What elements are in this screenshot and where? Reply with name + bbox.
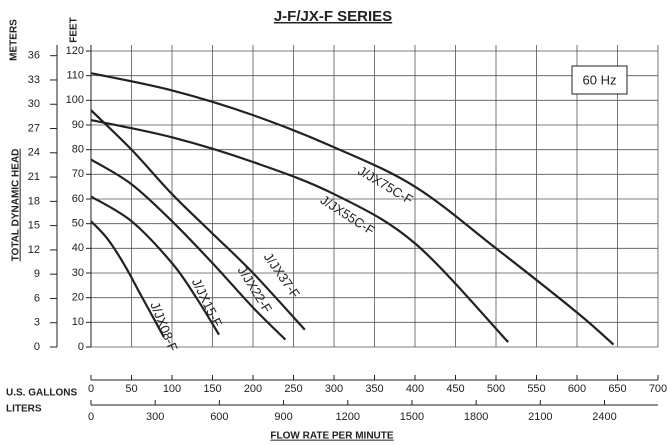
y2-tick-label: 9 (34, 268, 40, 280)
y2-tick-label: 0 (34, 341, 40, 353)
y-tick-label: 70 (72, 168, 84, 180)
y2-tick-label: 24 (28, 147, 40, 159)
y2-tick-label: 27 (28, 122, 40, 134)
x2-tick-label: 300 (146, 411, 164, 423)
annotation-box (571, 65, 628, 95)
x2-tick-label: 2400 (592, 411, 616, 423)
x2-tick-label: 900 (274, 411, 292, 423)
x-tick-label: 450 (446, 383, 464, 395)
y-tick-label: 30 (72, 267, 84, 279)
curve (90, 72, 615, 346)
curve (90, 195, 220, 336)
x2-tick-label: 2100 (528, 411, 552, 423)
y-units: FEET (69, 17, 80, 43)
curve (90, 109, 306, 331)
y2-tick-label: 12 (28, 244, 40, 256)
y2-tick-label: 21 (28, 171, 40, 183)
y2-tick-label: 33 (28, 74, 40, 86)
curve (90, 118, 509, 343)
x-tick-label: 150 (203, 383, 221, 395)
x-tick-label: 200 (244, 383, 262, 395)
x2-tick-label: 1800 (464, 411, 488, 423)
y2-tick-label: 36 (28, 50, 40, 62)
y2-tick-label: 18 (28, 195, 40, 207)
y2-tick-label: 3 (34, 317, 40, 329)
curve-label: J/JX15-F (189, 276, 225, 329)
x-tick-label: 100 (163, 383, 181, 395)
x-tick-label: 0 (88, 383, 94, 395)
x-tick-label: 50 (125, 383, 137, 395)
y-tick-label: 120 (66, 45, 84, 57)
y2-tick-label: 15 (28, 220, 40, 232)
chart-title: J-F/JX-F SERIES (274, 8, 392, 25)
y-tick-label: 40 (72, 242, 84, 254)
x-tick-label: 250 (284, 383, 302, 395)
x2-units: LITERS (6, 404, 42, 415)
x-tick-label: 650 (608, 383, 626, 395)
y-tick-label: 100 (66, 94, 84, 106)
y-tick-label: 20 (72, 292, 84, 304)
x-tick-label: 700 (649, 383, 667, 395)
y-tick-label: 0 (78, 341, 84, 353)
y2-tick-label: 6 (34, 292, 40, 304)
y-tick-label: 80 (72, 144, 84, 156)
x-label: FLOW RATE PER MINUTE (270, 431, 393, 442)
x2-tick-label: 1200 (336, 411, 360, 423)
x2-tick-label: 1500 (400, 411, 424, 423)
x-tick-label: 400 (406, 383, 424, 395)
curve (90, 220, 165, 338)
y-tick-label: 10 (72, 316, 84, 328)
x-tick-label: 300 (325, 383, 343, 395)
x-tick-label: 600 (568, 383, 586, 395)
y2-units: METERS (9, 19, 20, 61)
y-tick-label: 110 (66, 70, 84, 82)
x-units: U.S. GALLONS (6, 388, 77, 399)
x-tick-label: 550 (527, 383, 545, 395)
curve-label: J/JX08-F (147, 300, 180, 354)
curve (90, 158, 287, 341)
y-tick-label: 90 (72, 119, 84, 131)
y-tick-label: 50 (72, 218, 84, 230)
y2-tick-label: 30 (28, 98, 40, 110)
x2-tick-label: 600 (210, 411, 228, 423)
x-tick-label: 350 (365, 383, 383, 395)
x2-tick-label: 0 (88, 411, 94, 423)
x-tick-label: 500 (487, 383, 505, 395)
annotation: 60 Hz (583, 72, 617, 87)
y-tick-label: 60 (72, 193, 84, 205)
y-label: TOTAL DYNAMIC HEAD (11, 149, 22, 262)
